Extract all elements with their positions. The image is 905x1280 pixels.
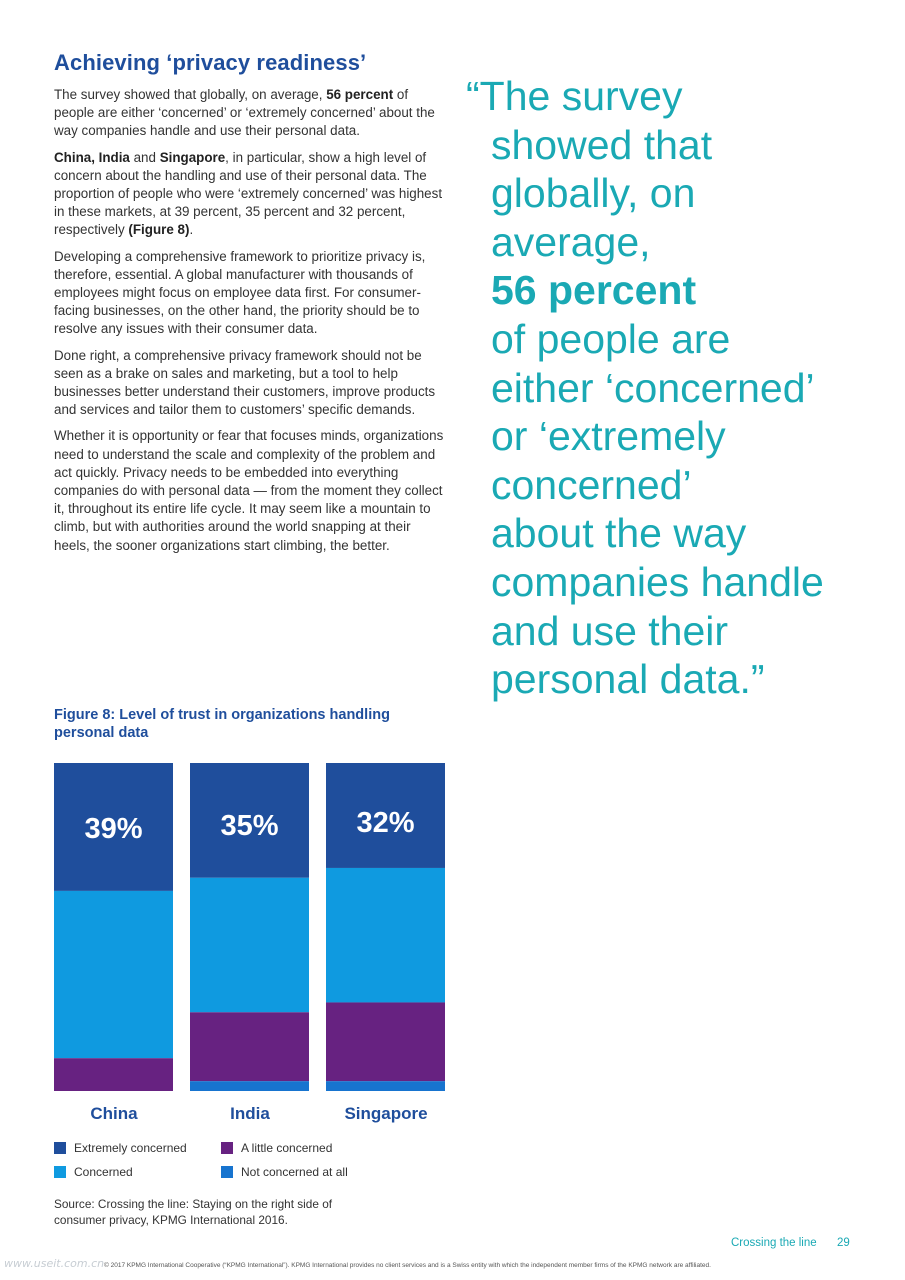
text-run: Developing a comprehensive framework to … <box>54 248 426 337</box>
figure-title: Figure 8: Level of trust in organization… <box>54 707 390 741</box>
page-number: 29 <box>837 1237 850 1249</box>
quote-line: “The survey <box>466 73 683 119</box>
quote-line: showed that <box>491 121 713 168</box>
bar-segment-concerned <box>326 867 445 1003</box>
bar-segment-not-concerned-at-all <box>326 1081 445 1091</box>
legend-swatch <box>221 1166 233 1178</box>
quote-line: and use their <box>491 607 729 654</box>
quote-line: 56 percent <box>491 267 697 314</box>
footer-document-title: Crossing the line <box>731 1237 817 1249</box>
category-label: China <box>90 1104 138 1123</box>
bold-text: China, India <box>54 149 130 165</box>
legend-item: Concerned <box>54 1165 133 1179</box>
legend-label: A little concerned <box>241 1141 333 1155</box>
text-run: Whether it is opportunity or fear that f… <box>54 428 444 553</box>
text-run: , in particular, show a high level of co… <box>54 149 443 238</box>
copyright-notice: © 2017 KPMG International Cooperative (“… <box>104 1262 711 1269</box>
body-paragraph: Done right, a comprehensive privacy fram… <box>54 347 446 420</box>
text-run: and <box>129 149 160 165</box>
quote-line: companies handle <box>491 558 824 605</box>
watermark: www.useit.com.cn <box>4 1257 105 1270</box>
text-run: The survey showed that globally, on aver… <box>54 87 327 102</box>
quote-line: concerned’ <box>491 461 692 508</box>
bar-segment-extremely-concerned <box>190 763 309 878</box>
text-run: Done right, a comprehensive privacy fram… <box>54 347 436 418</box>
body-paragraph: Whether it is opportunity or fear that f… <box>54 427 446 554</box>
pull-quote: “The survey showed that globally, on averag… <box>466 72 886 704</box>
legend-label: Concerned <box>74 1165 133 1179</box>
bar-segment-extremely-concerned <box>326 763 445 868</box>
body-paragraph: China, India and Singapore, in particula… <box>54 149 446 240</box>
legend-label: Not concerned at all <box>241 1165 348 1179</box>
quote-line: average, <box>491 218 651 265</box>
quote-line: or ‘extremely <box>491 413 726 460</box>
body-text-column: The survey showed that globally, on aver… <box>54 86 446 563</box>
quote-line: of people are <box>491 315 731 362</box>
chart-legend: Extremely concerned A little concerned Con… <box>54 1140 434 1184</box>
legend-label: Extremely concerned <box>74 1141 187 1155</box>
quote-line: personal data.” <box>491 656 765 703</box>
category-label: India <box>230 1104 270 1123</box>
chart-svg: 39% 35% 32% <box>54 763 445 1091</box>
stacked-bar-chart: 39% 35% 32% <box>54 763 446 1093</box>
quote-line: about the way <box>491 510 747 557</box>
bar-segment-a-little-concerned <box>54 1058 173 1091</box>
bar-segment-extremely-concerned <box>54 763 173 891</box>
legend-item: A little concerned <box>221 1141 332 1155</box>
legend-swatch <box>54 1142 66 1154</box>
text-run: of people are either ‘concerned’ or ‘ext… <box>54 87 435 139</box>
bar-segment-a-little-concerned <box>190 1012 309 1082</box>
data-label: 32% <box>356 807 414 839</box>
data-label: 35% <box>220 810 278 842</box>
legend-swatch <box>54 1166 66 1178</box>
bold-text: 56 percent <box>326 87 394 102</box>
body-paragraph: Developing a comprehensive framework to … <box>54 248 446 339</box>
bar-segment-not-concerned-at-all <box>190 1081 309 1091</box>
legend-item: Extremely concerned <box>54 1141 187 1155</box>
quote-line: either ‘concerned’ <box>491 364 815 411</box>
source-note: Source: Crossing the line: Staying on th… <box>54 1197 333 1227</box>
section-heading: Achieving ‘privacy readiness’ <box>54 50 367 75</box>
bar-segment-a-little-concerned <box>326 1002 445 1082</box>
bold-text: Singapore <box>159 149 226 165</box>
quote-line: globally, on <box>491 170 696 217</box>
legend-swatch <box>221 1142 233 1154</box>
legend-item: Not concerned at all <box>221 1165 348 1179</box>
body-paragraph: The survey showed that globally, on aver… <box>54 86 446 141</box>
bold-text: (Figure 8) <box>128 222 190 238</box>
bar-segment-concerned <box>190 877 309 1013</box>
text-run: . <box>189 222 194 238</box>
data-label: 39% <box>84 813 142 845</box>
category-label: Singapore <box>344 1104 428 1123</box>
bar-segment-concerned <box>54 890 173 1059</box>
